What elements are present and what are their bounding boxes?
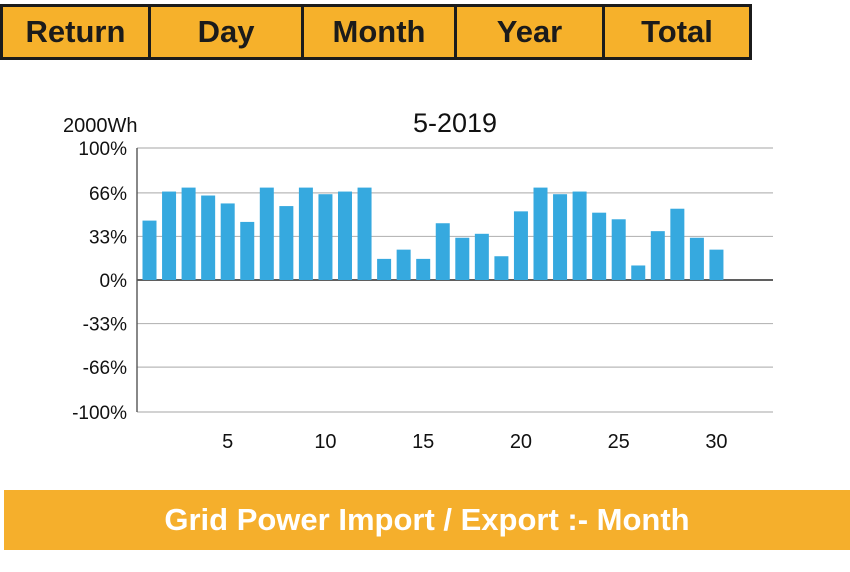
tab-month[interactable]: Month — [304, 7, 457, 57]
bar — [220, 203, 235, 280]
y-tick-label: -33% — [83, 315, 127, 336]
x-tick-label: 15 — [412, 431, 434, 453]
bar — [416, 258, 431, 280]
bar — [650, 231, 665, 280]
y-tick-label: -100% — [72, 403, 127, 424]
chart-title: 5-2019 — [413, 108, 497, 138]
bar — [455, 237, 470, 280]
bar — [709, 249, 724, 280]
bar — [181, 187, 196, 280]
y-tick-label: 100% — [78, 139, 127, 160]
bar — [377, 258, 392, 280]
bar — [338, 191, 352, 280]
bar — [279, 206, 294, 280]
y-tick-label: 66% — [89, 184, 127, 205]
bar — [513, 211, 528, 280]
tab-day[interactable]: Day — [151, 7, 304, 57]
bar — [201, 195, 216, 280]
bar — [162, 191, 177, 280]
bar — [670, 208, 685, 280]
x-tick-label: 20 — [510, 431, 532, 453]
bar — [318, 194, 333, 280]
bar — [357, 187, 372, 280]
tab-year[interactable]: Year — [457, 7, 605, 57]
bar — [435, 223, 450, 280]
x-tick-label: 5 — [222, 431, 233, 453]
x-tick-label: 30 — [705, 431, 727, 453]
bar — [298, 187, 313, 280]
chart-scale-label: 2000Wh — [63, 115, 138, 137]
y-tick-label: -66% — [83, 358, 127, 379]
tab-total[interactable]: Total — [641, 14, 713, 49]
bar — [142, 220, 157, 280]
tab-bar: Return Day Month Year Total — [0, 4, 752, 60]
bar — [689, 237, 704, 280]
bar — [631, 265, 646, 280]
monthly-grid-power-chart: 2000Wh 5-2019 100% 66% 33% 0% -33% -66% -100% 5… — [63, 108, 773, 453]
bar — [533, 187, 548, 280]
chart-bars — [142, 187, 724, 280]
x-tick-label: 25 — [608, 431, 630, 453]
x-tick-label: 10 — [314, 431, 336, 453]
bar — [611, 219, 626, 280]
y-tick-label: 0% — [100, 271, 128, 292]
bar — [494, 256, 509, 280]
footer-title: Grid Power Import / Export :- Month — [0, 490, 850, 550]
bar — [572, 191, 587, 280]
chart-axes: 100% 66% 33% 0% -33% -66% -100% 5 10 15 20 25 30 — [72, 139, 727, 453]
chart-area: 2000Wh 5-2019 100% 66% 33% 0% -33% -66% -100% 5… — [0, 60, 850, 490]
bar — [553, 194, 568, 280]
y-tick-label: 33% — [89, 227, 127, 248]
tab-return[interactable]: Return — [3, 7, 151, 57]
bar — [259, 187, 274, 280]
bar — [592, 212, 607, 280]
bar — [474, 233, 489, 280]
bar — [396, 249, 411, 280]
bar — [240, 221, 255, 280]
